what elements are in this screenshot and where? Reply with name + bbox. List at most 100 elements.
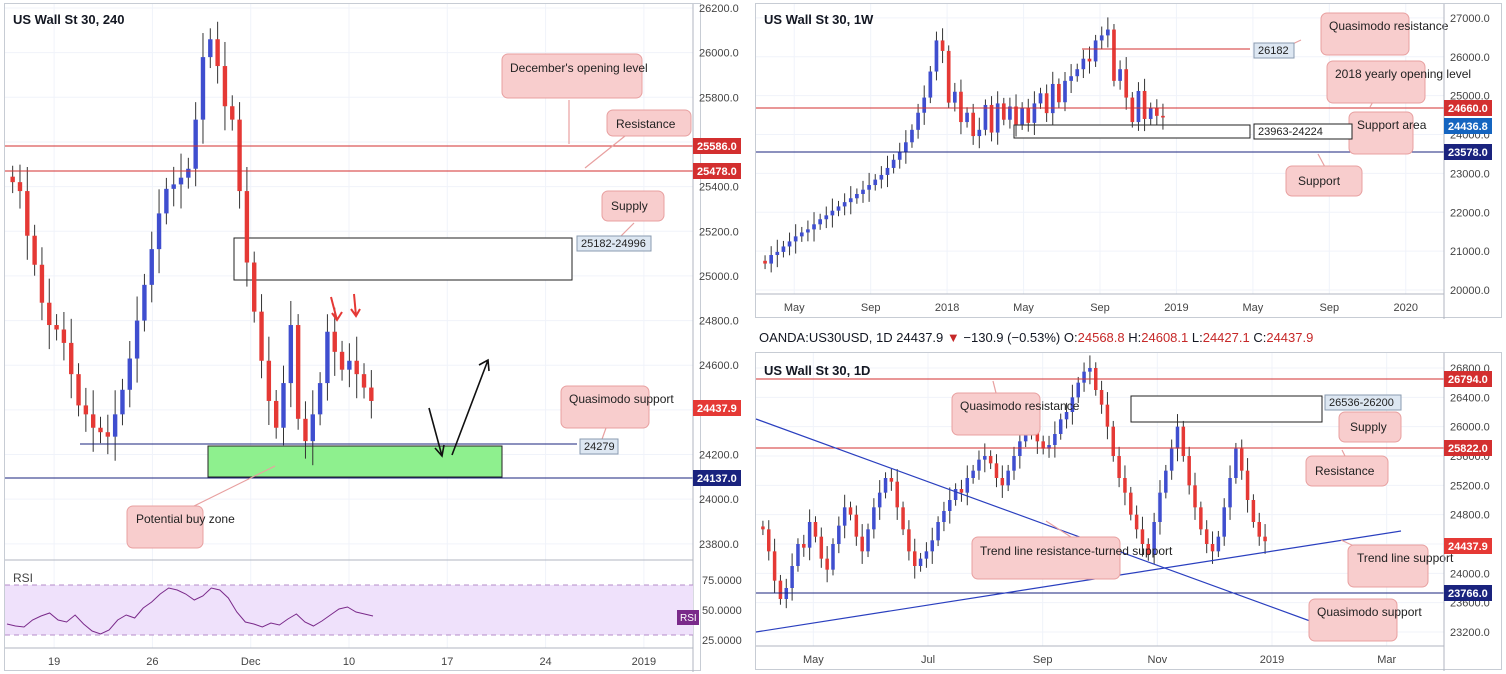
candle-body [885, 167, 890, 175]
candle-body [178, 177, 184, 185]
candle-body [1251, 500, 1256, 522]
chart-panel-daily[interactable]: Quasimodo resistance Supply Resistance T… [755, 352, 1502, 671]
svg-text:25822.0: 25822.0 [1448, 443, 1488, 455]
candle-body [1018, 441, 1022, 456]
candle-body [1136, 90, 1141, 123]
candle-body [142, 284, 147, 321]
chart-title-240: US Wall St 30, 240 [13, 12, 125, 27]
candle-body [910, 129, 914, 143]
candle-body [149, 249, 154, 285]
x-tick-label: Sep [861, 302, 881, 314]
ohlc-change: −130.9 (−0.53%) [963, 330, 1061, 345]
callout-supply-daily: Supply [1338, 411, 1402, 443]
chart-daily-svg: Quasimodo resistance Supply Resistance T… [755, 353, 1492, 671]
potential-buy-zone [207, 445, 503, 478]
candle-body [303, 418, 308, 442]
x-tick-label: 2020 [1394, 302, 1418, 314]
y-ticks-240: 26200.026000.025800.025600.025400.025200… [699, 3, 739, 551]
candle-body [1222, 507, 1226, 537]
ohlc-close: 24437.9 [1266, 330, 1314, 345]
callout-trend-line-support: Trend line support [1347, 544, 1454, 588]
rsi-label: RSI [13, 571, 33, 585]
candle-body [1020, 107, 1024, 125]
candle-body [989, 104, 994, 133]
y-tick-label: 23000.0 [1450, 168, 1490, 180]
level-tag-26182: 26182 [1253, 42, 1295, 59]
svg-text:Support: Support [1298, 174, 1341, 188]
y-tick-label: 24600.0 [699, 360, 739, 372]
candle-body [831, 544, 835, 570]
candle-body [1181, 426, 1186, 456]
candle-body [112, 414, 118, 437]
y-tick-label: 25800.0 [699, 92, 739, 104]
candle-body [295, 325, 301, 419]
candle-body [942, 511, 946, 522]
candle-body [83, 405, 89, 415]
x-tick-label: May [803, 654, 824, 666]
level-tag-supply-daily: 26536-26200 [1324, 394, 1402, 411]
candle-body [317, 383, 323, 415]
level-tag-support-area: 23963-24224 [1253, 123, 1353, 140]
candle-body [928, 71, 933, 98]
x-tick-label: May [784, 302, 805, 314]
candle-body [971, 112, 976, 137]
svg-text:24437.9: 24437.9 [697, 403, 737, 415]
candle-body [1134, 514, 1139, 530]
candle-body [237, 119, 242, 192]
candle-body [953, 489, 958, 500]
candle-body [288, 325, 294, 384]
candle-body [965, 478, 970, 493]
candle-body [1142, 90, 1147, 119]
price-label-26794: 26794.0 [1444, 371, 1492, 387]
svg-text:2018 yearly opening level: 2018 yearly opening level [1335, 67, 1471, 81]
price-label-current-240: 24437.9 [693, 400, 741, 416]
candle-body [1008, 106, 1012, 120]
candle-body [1123, 478, 1127, 493]
supply-zone-240 [233, 237, 573, 281]
candle-body [983, 104, 988, 130]
y-tick-label: 26000.0 [1450, 52, 1490, 64]
svg-text:25182-24996: 25182-24996 [581, 238, 646, 250]
callout-qm-resistance-weekly: Quasimodo resistance [1320, 12, 1449, 56]
candle-body [891, 159, 896, 168]
x-tick-label: 19 [48, 656, 60, 668]
chart-panel-weekly[interactable]: Quasimodo resistance 2018 yearly opening… [755, 3, 1502, 319]
ohlc-low: 24427.1 [1202, 330, 1250, 345]
candle-body [1245, 470, 1250, 500]
candle-body [17, 182, 23, 192]
candle-body [1081, 58, 1086, 70]
candle-body [332, 331, 337, 352]
x-ticks-240: 19 26 Dec 10 17 24 2019 [48, 656, 656, 668]
candle-body [1012, 456, 1016, 471]
callout-december-opening-level: December's opening level [501, 53, 648, 99]
candle-body [1263, 536, 1267, 542]
candle-body [879, 174, 884, 180]
candle-body [127, 358, 132, 390]
candle-body [1053, 434, 1057, 445]
ohlc-open: 24568.8 [1077, 330, 1125, 345]
price-label-24660: 24660.0 [1444, 100, 1492, 116]
candle-body [1257, 522, 1261, 537]
candle-body [1239, 448, 1244, 471]
candle-body [778, 580, 783, 599]
candle-body [836, 206, 841, 211]
candle-body [948, 500, 952, 511]
candle-body [934, 40, 939, 72]
candle-body [1140, 529, 1145, 544]
ohlc-h-label: H: [1128, 330, 1142, 345]
x-ticks-weekly: May Sep 2018 May Sep 2019 May Sep 2020 [784, 302, 1418, 314]
candle-body [1124, 69, 1129, 98]
candle-body [1152, 522, 1156, 555]
candle-body [959, 91, 963, 123]
candle-body [1148, 108, 1153, 119]
candle-body [790, 566, 794, 588]
candle-body [813, 522, 818, 537]
svg-text:RSI: RSI [680, 613, 697, 624]
candle-body [781, 246, 786, 252]
chart-panel-240[interactable]: December's opening level Resistance Supp… [4, 3, 742, 672]
svg-text:25586.0: 25586.0 [697, 141, 737, 153]
red-arrow-down-2 [350, 293, 361, 318]
svg-text:23963-24224: 23963-24224 [1258, 126, 1323, 138]
candle-body [281, 383, 286, 428]
candle-body [855, 193, 859, 199]
